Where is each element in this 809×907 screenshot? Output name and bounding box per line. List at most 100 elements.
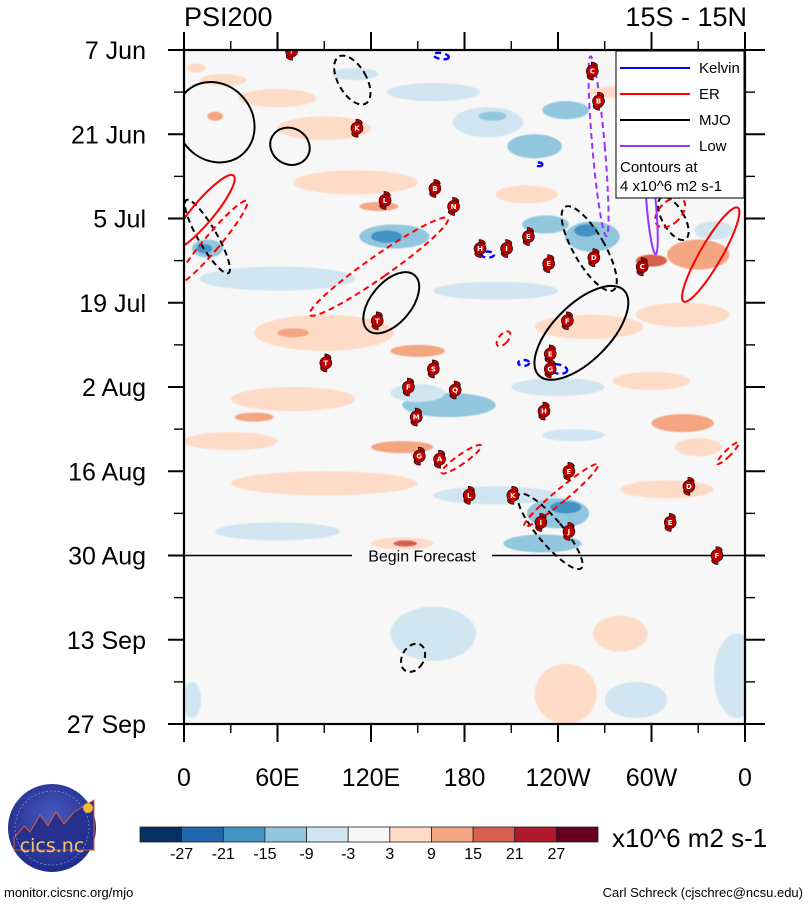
storm-marker: K bbox=[350, 118, 364, 138]
contour-low-negative bbox=[587, 55, 610, 238]
contour-mjo-negative bbox=[399, 642, 427, 673]
anomaly-patch bbox=[393, 540, 417, 547]
storm-label: K bbox=[354, 125, 360, 133]
colorbar-tick-label: -27 bbox=[170, 846, 193, 863]
storm-label: ? bbox=[289, 48, 293, 56]
anomaly-patch bbox=[277, 328, 309, 338]
chart-title-left: PSI200 bbox=[184, 2, 273, 32]
hurricane-icon bbox=[710, 549, 724, 562]
hurricane-icon bbox=[370, 314, 384, 328]
storm-marker: M bbox=[409, 407, 423, 427]
x-axis-labels: 0 60E 120E 180 120W 60W 0 bbox=[177, 764, 752, 792]
anomaly-patch bbox=[542, 429, 605, 442]
storm-label: H bbox=[541, 408, 547, 416]
anomaly-patch bbox=[184, 432, 278, 451]
storm-label: F bbox=[406, 384, 411, 392]
storm-marker: E bbox=[542, 254, 555, 273]
colorbar-swatch bbox=[306, 826, 349, 843]
storm-arm-icon bbox=[290, 42, 296, 48]
storm-label: E bbox=[546, 260, 551, 268]
storm-marker: E bbox=[663, 513, 677, 532]
contour-mjo-positive bbox=[362, 271, 421, 335]
anomaly-patch bbox=[277, 116, 371, 141]
colorbar-swatch bbox=[555, 826, 599, 843]
storm-marker: T bbox=[370, 311, 384, 331]
legend: Kelvin ER MJO Low Contours at 4 x10^6 m2 s-… bbox=[615, 50, 745, 199]
storm-label: G bbox=[547, 365, 553, 373]
x-tick-label: 0 bbox=[738, 764, 752, 792]
hurricane-icon bbox=[682, 479, 696, 493]
hurricane-icon bbox=[561, 314, 574, 328]
hurricane-icon bbox=[473, 242, 487, 255]
logo-text: cics.nc bbox=[20, 835, 85, 857]
storm-marker: B bbox=[428, 179, 442, 198]
storm-marker: J bbox=[562, 522, 576, 541]
hurricane-icon bbox=[500, 242, 513, 255]
colorbar-swatch bbox=[181, 826, 224, 843]
y-tick-label: 7 Jun bbox=[85, 37, 146, 65]
storm-marker: Q bbox=[448, 380, 462, 400]
storm-label: T bbox=[323, 359, 328, 367]
y-tick-label: 30 Aug bbox=[68, 543, 146, 571]
contour-er-negative bbox=[523, 463, 600, 528]
storm-label: L bbox=[467, 492, 472, 500]
anomaly-patch bbox=[238, 89, 317, 108]
anomaly-patch bbox=[593, 615, 648, 652]
anomaly-patch bbox=[390, 383, 446, 403]
storm-marker: F bbox=[402, 377, 415, 397]
storm-marker: A bbox=[433, 449, 446, 469]
storm-label: D bbox=[686, 483, 692, 491]
anomaly-patch bbox=[522, 215, 569, 234]
anomaly-patch bbox=[433, 281, 558, 300]
anomaly-patch bbox=[495, 185, 558, 204]
contour-kelvin-negative bbox=[432, 51, 451, 61]
storm-label: C bbox=[640, 263, 645, 271]
storm-label: E bbox=[548, 350, 553, 358]
anomaly-patch bbox=[542, 101, 590, 120]
storm-label: Q bbox=[452, 387, 458, 395]
storm-marker: G bbox=[413, 446, 426, 466]
hurricane-icon bbox=[319, 356, 333, 370]
contour-er-negative bbox=[495, 330, 512, 348]
colorbar-swatch bbox=[431, 826, 474, 843]
storm-label: S bbox=[431, 365, 436, 373]
contour-mjo-positive bbox=[184, 80, 256, 164]
anomaly-patch bbox=[674, 438, 722, 457]
hurricane-icon bbox=[428, 182, 442, 195]
hurricane-icon bbox=[285, 50, 298, 58]
y-tick-label: 21 Jun bbox=[71, 121, 146, 149]
x-tick-label: 180 bbox=[444, 764, 486, 792]
contour-er-negative bbox=[715, 441, 740, 466]
storm-marker: H bbox=[537, 401, 551, 421]
legend-label-er: ER bbox=[699, 86, 720, 103]
y-tick-label: 27 Sep bbox=[67, 711, 146, 739]
contour-er-negative bbox=[440, 443, 483, 475]
hurricane-icon bbox=[585, 64, 599, 78]
legend-label-mjo: MJO bbox=[699, 112, 731, 129]
storm-label: M bbox=[413, 414, 420, 422]
hurricane-icon bbox=[587, 251, 601, 264]
anomaly-patch bbox=[390, 606, 477, 661]
colorbar-swatch bbox=[347, 826, 391, 843]
anomaly-patch bbox=[199, 266, 356, 291]
colorbar-tick-label: 9 bbox=[427, 846, 436, 863]
anomaly-patch bbox=[511, 377, 605, 397]
anomaly-patch bbox=[612, 371, 691, 391]
colorbar-units: x10^6 m2 s-1 bbox=[612, 823, 767, 853]
storm-marker: L bbox=[462, 486, 476, 505]
contour-er-positive bbox=[681, 206, 741, 303]
storm-label: L bbox=[383, 197, 388, 205]
legend-label-kelvin: Kelvin bbox=[699, 60, 740, 77]
colorbar-swatch bbox=[389, 826, 432, 843]
anomaly-patch bbox=[234, 412, 274, 422]
storm-label: E bbox=[526, 233, 531, 241]
anomaly-patch bbox=[359, 201, 399, 211]
legend-note-line2: 4 x10^6 m2 s-1 bbox=[620, 178, 722, 195]
anomaly-patch bbox=[503, 534, 582, 553]
hurricane-icon bbox=[402, 380, 415, 394]
x-tick-label: 60E bbox=[255, 764, 299, 792]
x-tick-label: 0 bbox=[177, 764, 191, 792]
storm-marker: N bbox=[447, 197, 460, 216]
hurricane-icon bbox=[427, 362, 440, 376]
